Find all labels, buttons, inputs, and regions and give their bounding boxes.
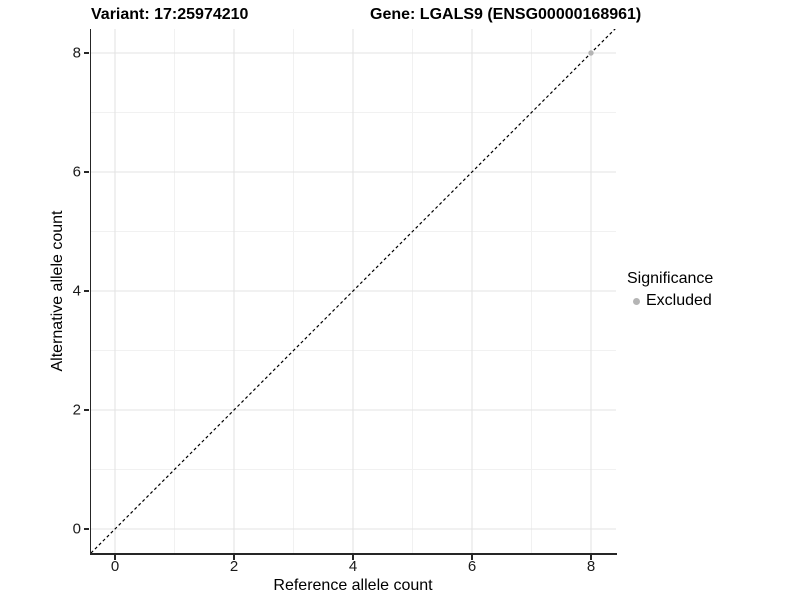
- legend: Significance Excluded: [627, 270, 713, 310]
- legend-item-label: Excluded: [646, 292, 712, 309]
- y-tick-label: 6: [72, 163, 81, 181]
- y-tick-label: 0: [72, 520, 81, 538]
- variant-title: Variant: 17:25974210: [91, 6, 249, 23]
- y-tick-mark: [84, 171, 89, 173]
- plot-area-svg: [91, 29, 616, 553]
- data-point-excluded: [588, 50, 594, 56]
- identity-reference-line: [91, 29, 616, 553]
- x-tick-mark: [471, 554, 473, 560]
- x-tick-mark: [114, 554, 116, 560]
- y-tick-label: 2: [72, 401, 81, 419]
- excluded-point-icon: [633, 297, 640, 305]
- x-tick-mark: [233, 554, 235, 560]
- plot-panel: [91, 29, 616, 553]
- x-tick-label: 0: [110, 558, 120, 575]
- y-tick-mark: [84, 409, 89, 411]
- legend-title: Significance: [627, 270, 714, 287]
- x-tick-label: 2: [229, 558, 239, 575]
- x-tick-mark: [590, 554, 592, 560]
- y-tick-mark: [84, 290, 89, 292]
- legend-item-excluded: Excluded: [627, 292, 713, 310]
- x-tick-label: 4: [348, 558, 358, 575]
- x-tick-label: 6: [467, 558, 477, 575]
- y-tick-mark: [84, 528, 89, 530]
- x-axis-title: Reference allele count: [273, 577, 433, 594]
- y-tick-mark: [84, 52, 89, 54]
- y-tick-label: 8: [72, 44, 81, 62]
- x-tick-label: 8: [586, 558, 596, 575]
- y-axis-line: [89, 29, 92, 555]
- x-axis-line: [89, 553, 617, 555]
- gene-title: Gene: LGALS9 (ENSG00000168961): [370, 6, 642, 23]
- y-tick-label: 4: [72, 282, 81, 300]
- x-tick-mark: [352, 554, 354, 560]
